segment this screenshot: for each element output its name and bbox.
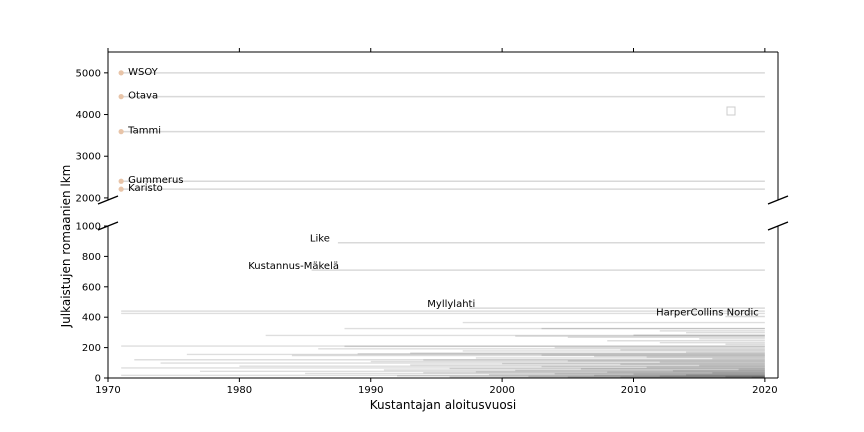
publisher-start-marker	[118, 94, 124, 100]
y-axis-label: Julkaistujen romaanien lkm	[59, 165, 73, 329]
publisher-start-marker	[118, 178, 124, 184]
x-tick-label: 1970	[95, 385, 120, 396]
y-tick-label: 4000	[76, 110, 101, 121]
lower-panel: Like Kustannus-Mäkelä Myllylahti HarperColl…	[76, 222, 779, 396]
publisher-label: Otava	[128, 91, 158, 102]
upper-panel-axes: 2000 3000 4000 5000	[76, 48, 779, 204]
x-tick-label: 1990	[358, 385, 383, 396]
y-tick-label: 600	[82, 282, 101, 293]
x-tick-label: 2010	[621, 385, 646, 396]
publisher-label: WSOY	[128, 67, 159, 78]
x-tick-label: 2000	[489, 385, 514, 396]
y-tick-label: 3000	[76, 152, 101, 163]
publisher-start-marker	[118, 70, 124, 76]
publisher-label: HarperCollins Nordic	[656, 307, 759, 318]
y-tick-label: 200	[82, 343, 101, 354]
publisher-label: Karisto	[128, 183, 163, 194]
x-tick-label: 1980	[227, 385, 252, 396]
upper-panel-markers	[118, 70, 124, 192]
y-tick-label: 400	[82, 313, 101, 324]
lower-panel-annotations: Like Kustannus-Mäkelä Myllylahti HarperColl…	[248, 234, 759, 319]
x-tick-label: 2020	[752, 385, 777, 396]
publisher-label: Tammi	[127, 126, 161, 137]
publisher-start-marker	[118, 186, 124, 192]
y-tick-label: 5000	[76, 68, 101, 79]
break-mark	[767, 195, 789, 205]
axis-break-marks	[97, 195, 789, 231]
y-tick-label: 1000	[76, 222, 101, 233]
publisher-label: Like	[310, 234, 330, 245]
lower-panel-axes: 0 200 400 600 800 1000 1970 1980 1990 2000 2010 202…	[76, 222, 779, 396]
y-tick-label: 800	[82, 252, 101, 263]
y-tick-label: 2000	[76, 193, 101, 204]
upper-panel-lines	[121, 72, 765, 190]
break-mark	[767, 221, 789, 231]
y-tick-label: 0	[95, 374, 101, 385]
break-mark	[97, 221, 119, 231]
publisher-start-marker	[118, 129, 124, 135]
x-axis-label: Kustantajan aloitusvuosi	[370, 398, 517, 412]
publisher-label: Kustannus-Mäkelä	[248, 261, 339, 272]
publisher-label: Myllylahti	[427, 299, 475, 310]
lower-panel-lines	[121, 241, 765, 379]
publisher-label: Gummerus	[128, 175, 183, 186]
break-mark	[97, 195, 119, 205]
legend-box	[726, 106, 736, 116]
